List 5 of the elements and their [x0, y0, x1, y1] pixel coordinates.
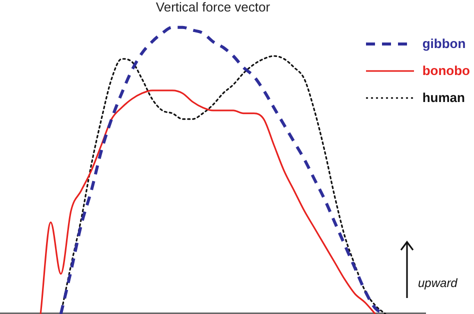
chart-title: Vertical force vector: [156, 0, 271, 14]
legend-label: human: [422, 90, 465, 105]
legend-label: bonobo: [422, 63, 470, 78]
legend-label: gibbon: [422, 36, 466, 51]
annotation: upward: [418, 276, 458, 290]
